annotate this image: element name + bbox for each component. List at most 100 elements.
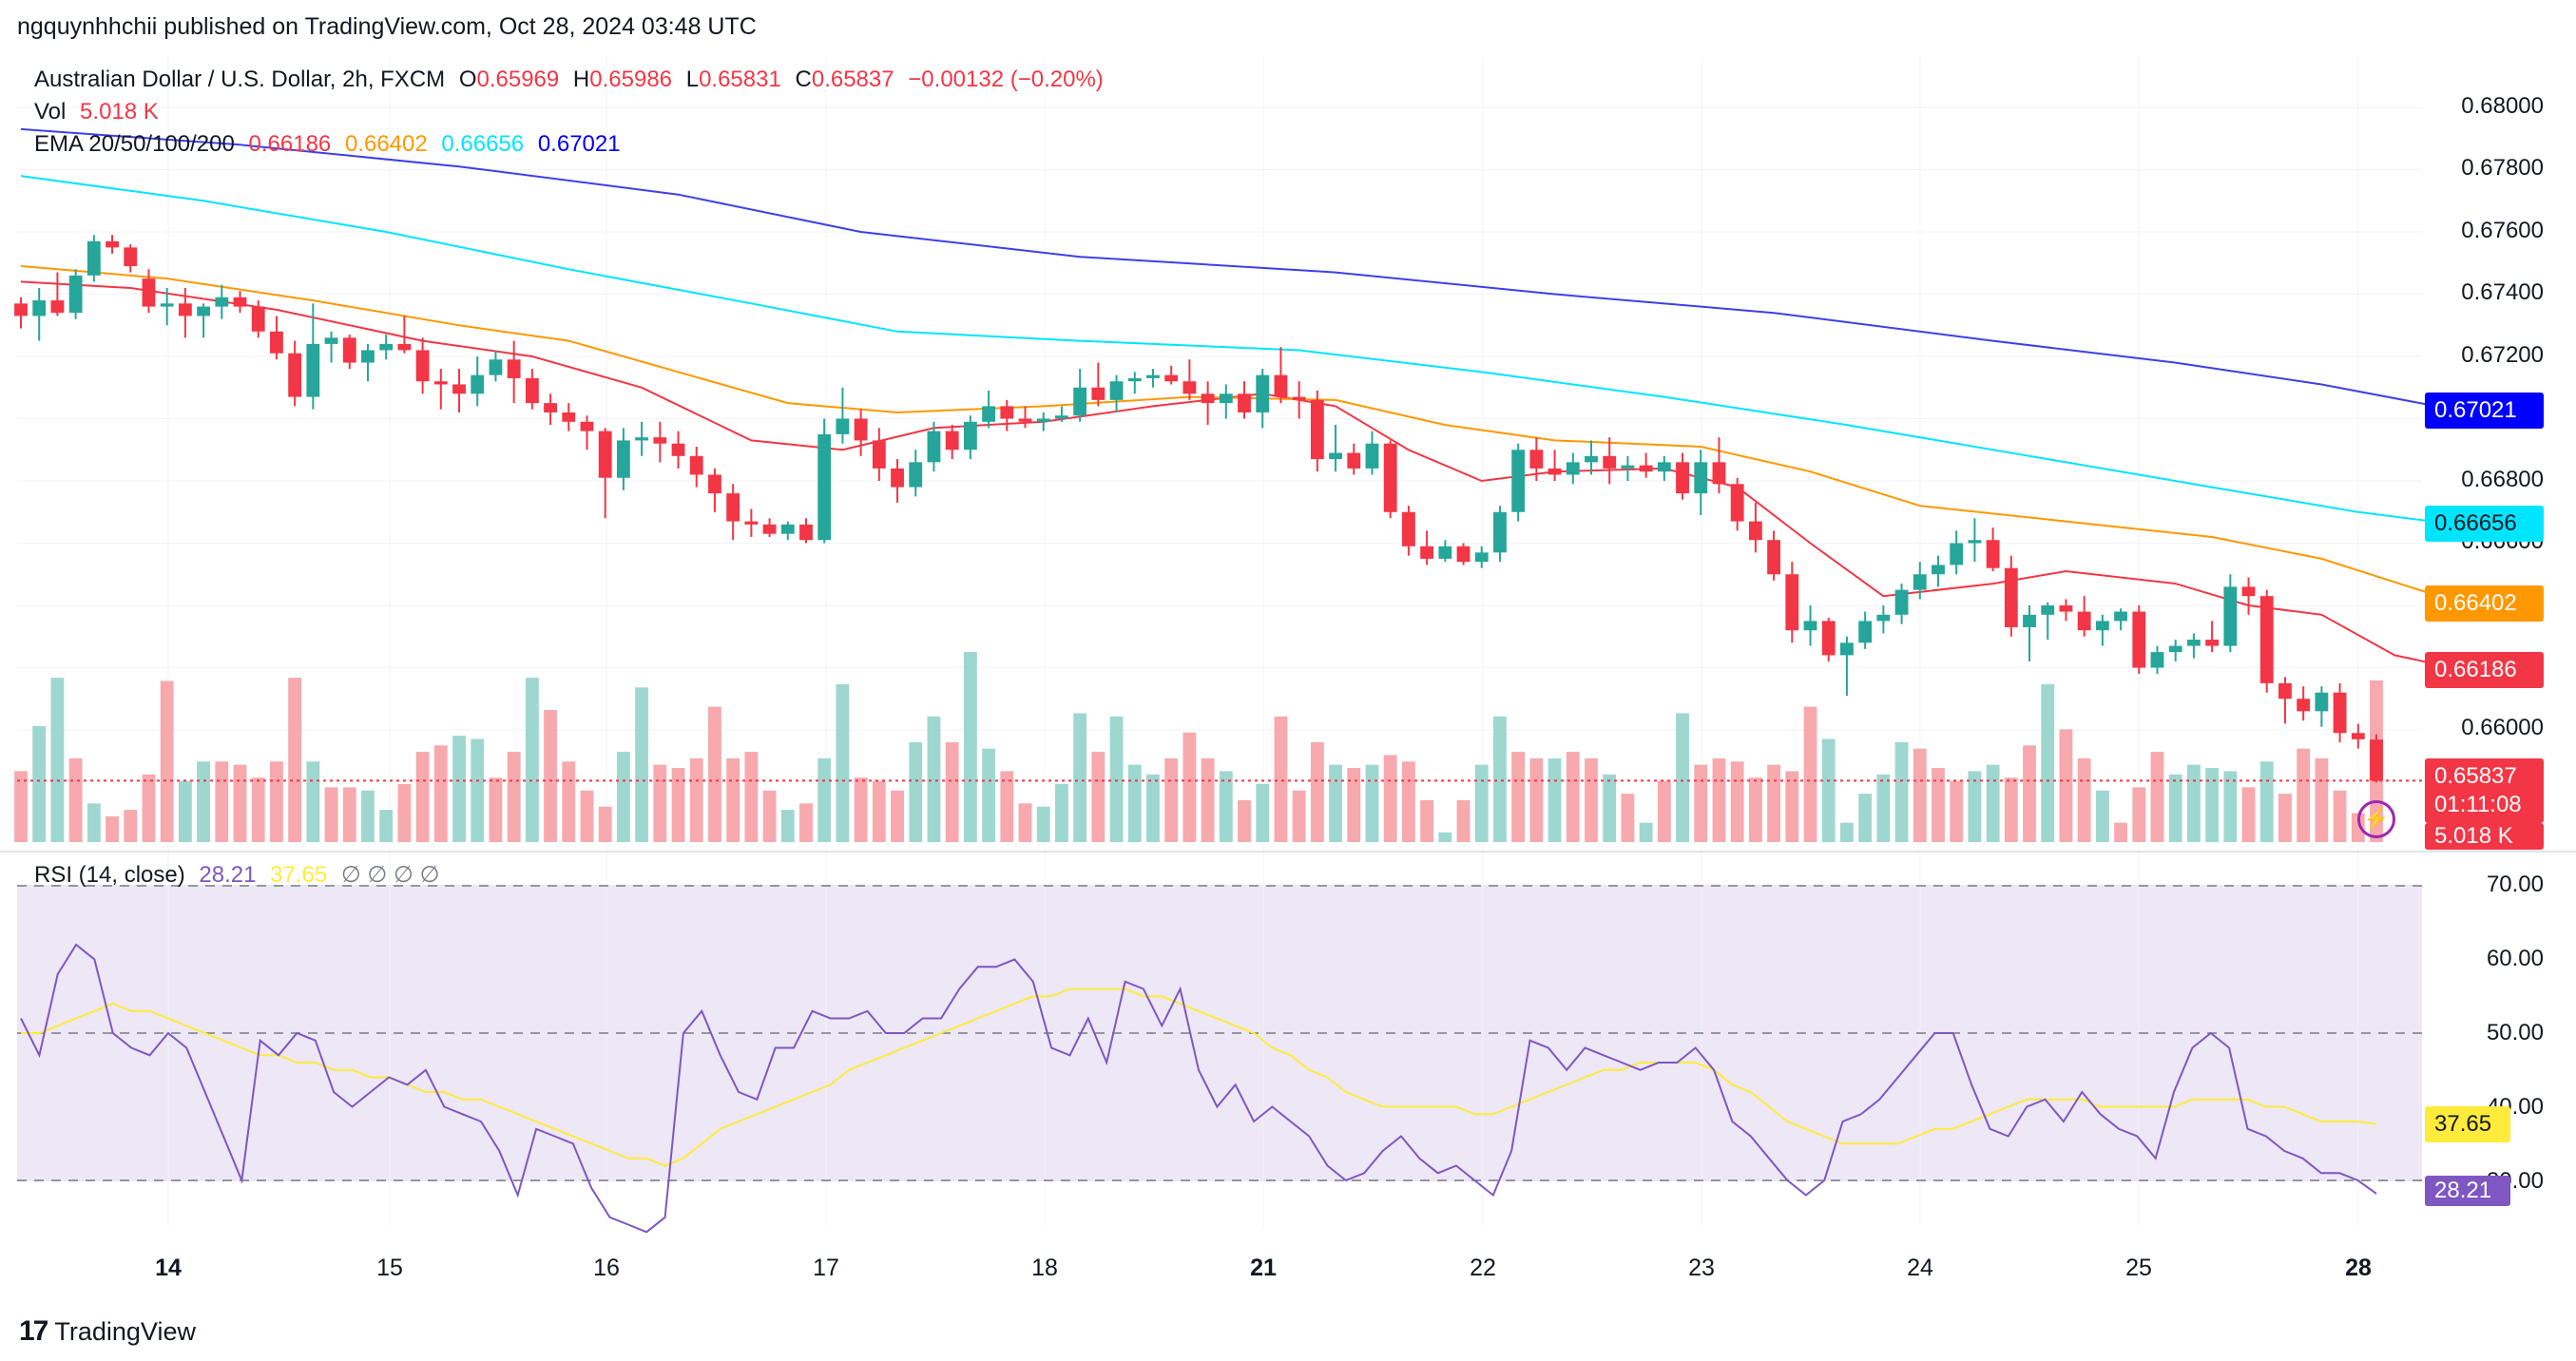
volume-bar (525, 678, 539, 842)
volume-bar (397, 783, 412, 842)
rsi-label[interactable]: RSI (14, close) (34, 862, 185, 888)
volume-bar (1127, 764, 1142, 842)
ema50-price-tag: 0.66402 (2425, 585, 2544, 622)
time-axis-label: 14 (155, 1255, 182, 1281)
candle-body (2041, 605, 2055, 615)
candle-body (1932, 565, 1945, 575)
rsi-legend: RSI (14, close) 28.21 37.65 ∅ ∅ ∅ ∅ (34, 861, 440, 889)
candle-body (2095, 621, 2109, 631)
candle-body (489, 359, 503, 375)
volume-bar (32, 725, 47, 842)
ema200-value: 0.67021 (537, 131, 621, 157)
volume-bar (1803, 706, 1817, 842)
volume-bar (982, 748, 996, 842)
volume-bar (270, 761, 283, 842)
volume-bar (2004, 777, 2018, 842)
volume-bar (2132, 787, 2146, 842)
candle-body (653, 437, 667, 444)
open-value: 0.65969 (476, 67, 560, 92)
volume-bar (2278, 794, 2292, 842)
time-axis-label: 17 (813, 1255, 839, 1281)
volume-bar (14, 771, 28, 842)
volume-bar (1420, 799, 1434, 842)
candle-body (1858, 621, 1873, 643)
volume-bar (415, 752, 430, 842)
candle-body (306, 343, 320, 397)
ema20-line (20, 280, 2469, 672)
ema-legend: EMA 20/50/100/200 0.66186 0.66402 0.6665… (34, 131, 621, 158)
candle-body (1950, 543, 1964, 565)
vol-value: 5.018 K (80, 99, 159, 125)
volume-bar (1676, 713, 1689, 842)
volume-bar (1055, 783, 1068, 842)
volume-bar (616, 752, 630, 842)
published-caption: ngquynhhchii published on TradingView.co… (17, 13, 757, 40)
volume-bar (142, 774, 156, 842)
candle-body (32, 300, 47, 316)
candle-body (1529, 450, 1544, 469)
volume-bar (1073, 713, 1087, 842)
candle-body (1876, 614, 1891, 622)
candlesticks[interactable] (14, 235, 2383, 783)
candle-body (1712, 462, 1726, 485)
candle-body (544, 403, 557, 412)
candle-body (324, 337, 338, 344)
candle-body (836, 418, 850, 434)
symbol-legend: Australian Dollar / U.S. Dollar, 2h, FXC… (34, 67, 1104, 93)
candle-body (982, 406, 996, 422)
volume-bar (160, 680, 174, 842)
candle-body (1347, 452, 1361, 469)
rsi-ma-value: 37.65 (270, 862, 328, 888)
candle-body (854, 418, 868, 441)
volume-bar (1182, 732, 1197, 842)
volume-bar (2150, 752, 2164, 842)
candle-body (616, 440, 630, 478)
volume-bar (1146, 774, 1160, 842)
candle-body (1310, 399, 1324, 460)
volume-bar (50, 678, 65, 842)
candle-body (1292, 396, 1306, 400)
volume-bar (1548, 757, 1562, 842)
ema20-value: 0.66186 (248, 131, 332, 157)
volume-bar (799, 803, 813, 842)
candle-body (580, 421, 594, 431)
candle-body (1438, 546, 1452, 559)
volume-bar (872, 780, 886, 842)
candle-body (909, 462, 923, 488)
rsi-value: 28.21 (199, 862, 257, 888)
candle-body (1456, 546, 1471, 563)
ema200-price-tag: 0.67021 (2425, 393, 2544, 429)
volume-bar (1694, 764, 1708, 842)
last-price-tag: 0.65837 01:11:08 (2425, 758, 2544, 823)
candle-body (2186, 640, 2201, 646)
candle-body (1474, 552, 1489, 563)
candle-body (1585, 455, 1598, 463)
candle-body (1036, 418, 1050, 422)
tradingview-brand[interactable]: 17 TradingView (19, 1315, 196, 1348)
ema-label[interactable]: EMA 20/50/100/200 (34, 131, 235, 157)
volume-bar (1950, 780, 1964, 842)
candle-body (160, 303, 174, 307)
volume-bar (780, 810, 795, 842)
candle-body (927, 431, 941, 463)
candle-body (2315, 692, 2329, 712)
candle-body (1968, 540, 1982, 544)
symbol-name[interactable]: Australian Dollar / U.S. Dollar, 2h, FXC… (34, 67, 446, 92)
volume-bar (1164, 757, 1179, 842)
volume-bar (744, 752, 759, 842)
candle-body (708, 474, 721, 494)
candle-body (1603, 455, 1617, 469)
tradingview-logo-icon: 17 (19, 1315, 48, 1347)
vol-label[interactable]: Vol (34, 99, 67, 125)
candle-body (525, 377, 539, 404)
candle-body (1164, 374, 1179, 382)
lightning-icon[interactable]: ⚡ (2357, 800, 2395, 838)
volume-bar (1438, 832, 1452, 842)
candle-body (1000, 406, 1014, 419)
volume-bar (2333, 790, 2347, 842)
volume-bar (489, 777, 503, 842)
volume-bar (1968, 771, 1982, 842)
volume-bar (1256, 783, 1270, 842)
candle-body (433, 381, 448, 385)
